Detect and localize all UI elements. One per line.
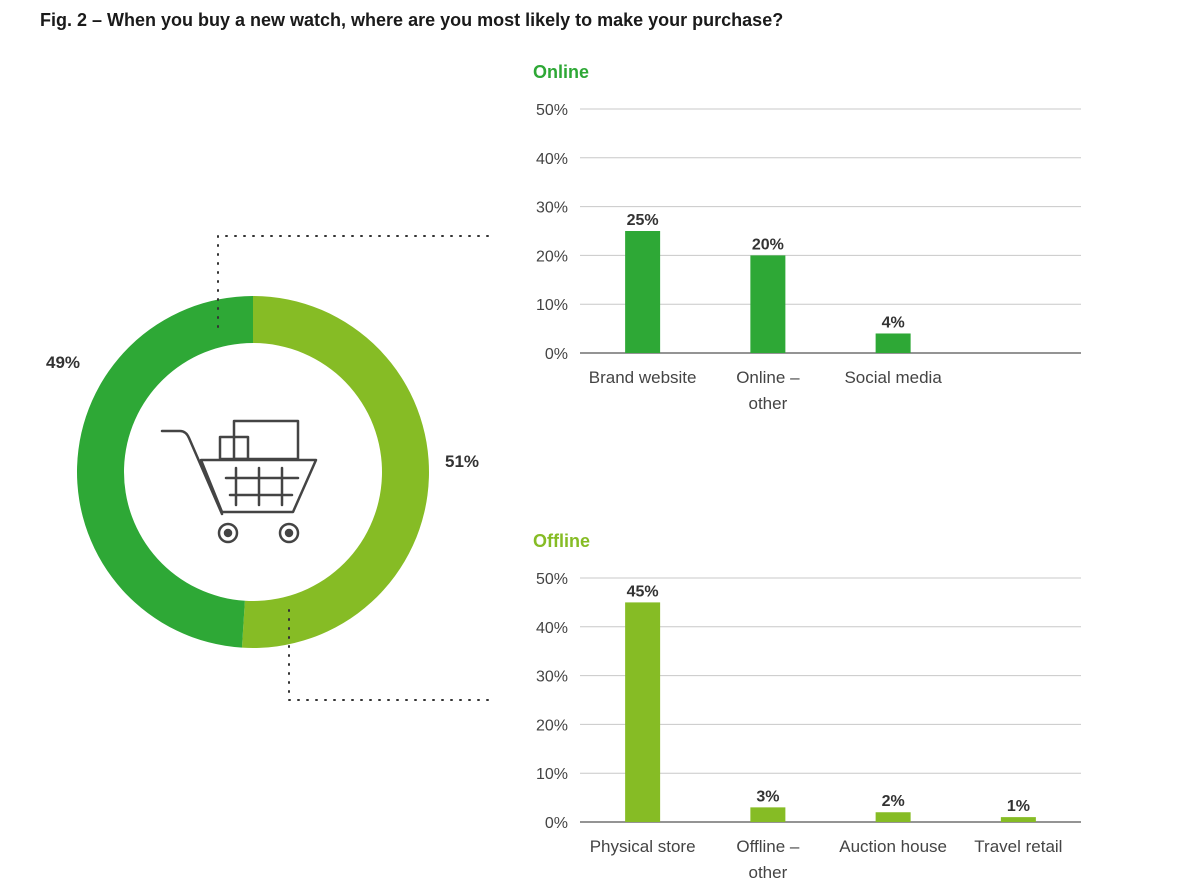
offline-bar (625, 602, 661, 822)
donut-label-offline: 51% (445, 452, 479, 471)
offline-data-label: 2% (882, 793, 905, 810)
offline-category-label: other (749, 863, 788, 882)
online-bar-chart: Online 0% 10% 20% 30% 40% 50% 25% Brand website 2… (533, 62, 1081, 413)
donut-label-online: 49% (46, 353, 80, 372)
offline-category-label: Auction house (839, 837, 947, 856)
online-data-label: 20% (752, 236, 784, 253)
offline-category-label: Offline – (736, 837, 800, 856)
donut-slice-online (76, 296, 254, 648)
online-y-tick-label: 20% (536, 248, 568, 265)
donut-chart: 49% 51% (46, 296, 479, 648)
online-bar (625, 231, 661, 353)
offline-bar (875, 812, 911, 822)
connector-lines (217, 235, 496, 701)
offline-y-tick-label: 20% (536, 717, 568, 734)
figure-title: Fig. 2 – When you buy a new watch, where… (40, 10, 784, 30)
cart-grid (224, 466, 300, 507)
offline-bar (750, 807, 786, 822)
offline-bar-chart: Offline 0% 10% 20% 30% 40% 50% 45% Physical stor… (533, 531, 1081, 882)
online-chart-title: Online (533, 62, 589, 82)
online-category-label: Online – (736, 368, 800, 387)
offline-chart-title: Offline (533, 531, 590, 551)
online-connector-line (217, 235, 496, 328)
online-y-tick-label: 30% (536, 200, 568, 217)
offline-data-label: 1% (1007, 798, 1030, 815)
box-large (232, 419, 300, 461)
donut-slice-offline (241, 296, 429, 648)
box-small (218, 435, 250, 461)
offline-data-label: 3% (756, 788, 779, 805)
online-bar (750, 255, 786, 353)
online-category-label: Brand website (589, 368, 697, 387)
offline-y-tick-label: 50% (536, 571, 568, 588)
online-y-tick-label: 10% (536, 297, 568, 314)
online-bar (875, 333, 911, 353)
online-data-label: 25% (627, 212, 659, 229)
cart-wheel-right-hub (284, 528, 294, 538)
online-y-tick-label: 40% (536, 151, 568, 168)
online-data-label: 4% (882, 314, 905, 331)
online-y-tick-label: 50% (536, 102, 568, 119)
offline-y-tick-label: 30% (536, 669, 568, 686)
offline-category-label: Physical store (590, 837, 696, 856)
online-y-tick-label: 0% (545, 346, 568, 363)
cart-wheel-left-hub (223, 528, 233, 538)
offline-y-tick-label: 10% (536, 766, 568, 783)
offline-bar (1000, 817, 1036, 822)
shopping-cart-icon (160, 419, 318, 544)
offline-connector-line (288, 609, 496, 701)
online-category-label: Social media (844, 368, 942, 387)
cart-wheel-left (217, 522, 239, 544)
offline-category-label: Travel retail (974, 837, 1062, 856)
offline-y-tick-label: 0% (545, 815, 568, 832)
online-category-label: other (749, 394, 788, 413)
offline-data-label: 45% (627, 583, 659, 600)
cart-handle (160, 429, 224, 516)
offline-y-tick-label: 40% (536, 620, 568, 637)
cart-wheel-right (278, 522, 300, 544)
